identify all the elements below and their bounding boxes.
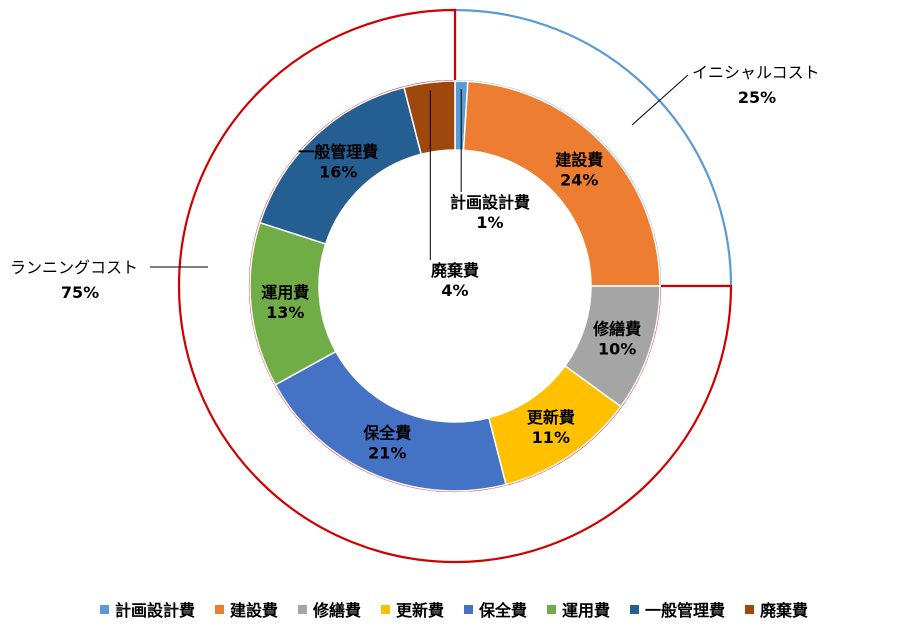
legend-label: 運用費: [562, 601, 611, 620]
legend-label: 計画設計費: [114, 601, 195, 620]
legend-item-3: 修繕費: [297, 597, 361, 621]
leader-lines: [150, 74, 689, 268]
slice-label-value-2: 24%: [560, 170, 598, 189]
slice-label-name-6: 運用費: [261, 283, 309, 302]
slice-label-value-6: 13%: [266, 303, 304, 322]
outer-label-value-2: 75%: [61, 283, 99, 302]
outer-label-name-1: イニシャルコスト: [692, 63, 820, 82]
legend-item-7: 一般管理費: [630, 597, 725, 621]
slice-label-name-1: 計画設計費: [450, 193, 530, 212]
legend-label: 修繕費: [312, 601, 361, 620]
legend-item-8: 廃棄費: [745, 597, 808, 621]
legend-swatch: [214, 604, 224, 614]
legend-swatch: [547, 604, 557, 614]
slice-label-name-3: 修繕費: [592, 320, 641, 339]
legend-swatch: [464, 604, 473, 614]
outer-leader-1: [631, 74, 689, 126]
legend-swatch: [297, 604, 307, 614]
legend-label: 保全費: [479, 601, 528, 620]
legend-item-2: 建設費: [214, 597, 278, 621]
slice-label-value-1: 1%: [476, 213, 503, 232]
legend: 計画設計費 建設費 修繕費 更新費 保全費 運用費 一般管理費 廃棄費: [0, 595, 908, 623]
legend-item-4: 更新費: [380, 597, 444, 621]
legend-label: 更新費: [395, 601, 444, 620]
slice-label-value-3: 10%: [598, 340, 636, 359]
legend-swatch: [630, 604, 640, 614]
inner-slice-8: [403, 80, 456, 156]
slice-label-value-5: 21%: [368, 443, 406, 462]
slice-label-value-4: 11%: [532, 428, 570, 447]
slice-label-name-2: 建設費: [555, 150, 603, 169]
outer-label-value-1: 25%: [738, 88, 776, 107]
legend-label: 一般管理費: [645, 601, 726, 620]
slice-label-value-8: 4%: [441, 281, 468, 300]
slice-label-name-8: 廃棄費: [431, 261, 479, 280]
outer-label-name-2: ランニングコスト: [10, 258, 138, 277]
slice-label-value-7: 16%: [319, 163, 357, 182]
legend-label: 建設費: [229, 601, 278, 620]
slice-label-name-5: 保全費: [362, 423, 411, 442]
legend-swatch: [99, 604, 109, 614]
legend-item-6: 運用費: [547, 597, 610, 621]
legend-item-1: 計画設計費: [99, 597, 195, 621]
inner-ring: [249, 80, 661, 492]
legend-label: 廃棄費: [760, 601, 809, 620]
legend-item-5: 保全費: [464, 597, 527, 621]
slice-label-name-7: 一般管理費: [298, 143, 378, 162]
legend-swatch: [745, 604, 755, 614]
legend-swatch: [380, 604, 390, 614]
slice-label-name-4: 更新費: [527, 408, 575, 427]
